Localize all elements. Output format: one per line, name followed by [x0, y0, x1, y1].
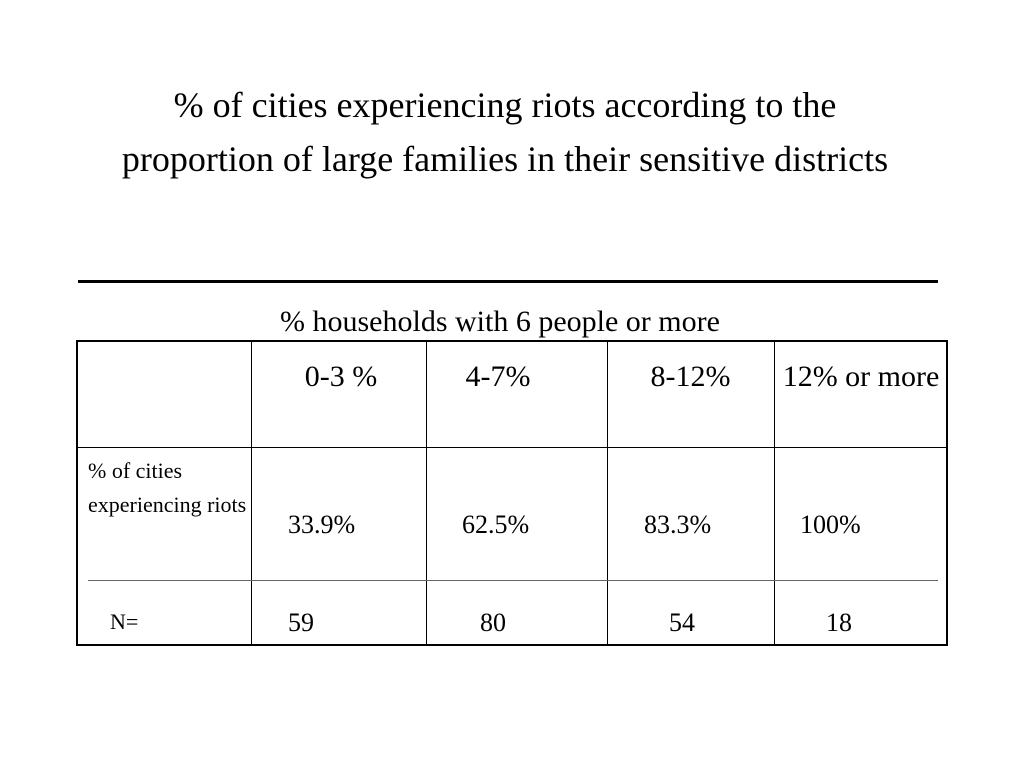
table-row-divider [88, 580, 938, 581]
table-column-divider [251, 342, 252, 644]
row-label-riots: % of cities experiencing riots [88, 458, 247, 517]
table-column-divider [774, 342, 775, 644]
table-column-divider [426, 342, 427, 644]
table-header-divider [78, 447, 946, 448]
table-cell: 59 [288, 608, 314, 637]
table-cell: 83.3% [644, 510, 712, 539]
table-cell: 33.9% [288, 510, 356, 539]
column-header-4-7: 4-7% [465, 360, 531, 393]
column-group-caption: % households with 6 people or more [280, 305, 720, 338]
table-cell: 18 [826, 608, 852, 637]
table-cell: 80 [480, 608, 506, 637]
table-column-divider [607, 342, 608, 644]
table-cell: 62.5% [462, 510, 530, 539]
slide-title: % of cities experiencing riots according… [121, 85, 889, 179]
table-cell: 54 [669, 608, 695, 637]
column-header-8-12: 8-12% [650, 360, 731, 393]
column-header-0-3: 0-3 % [304, 360, 378, 393]
column-header-12-or-more: 12% or more [782, 360, 940, 393]
title-divider [78, 280, 938, 283]
table-cell: 100% [800, 510, 861, 539]
row-label-n: N= [110, 609, 139, 634]
data-table: 0-3 % 4-7% 8-12% 12% or more % of cities… [76, 340, 948, 646]
